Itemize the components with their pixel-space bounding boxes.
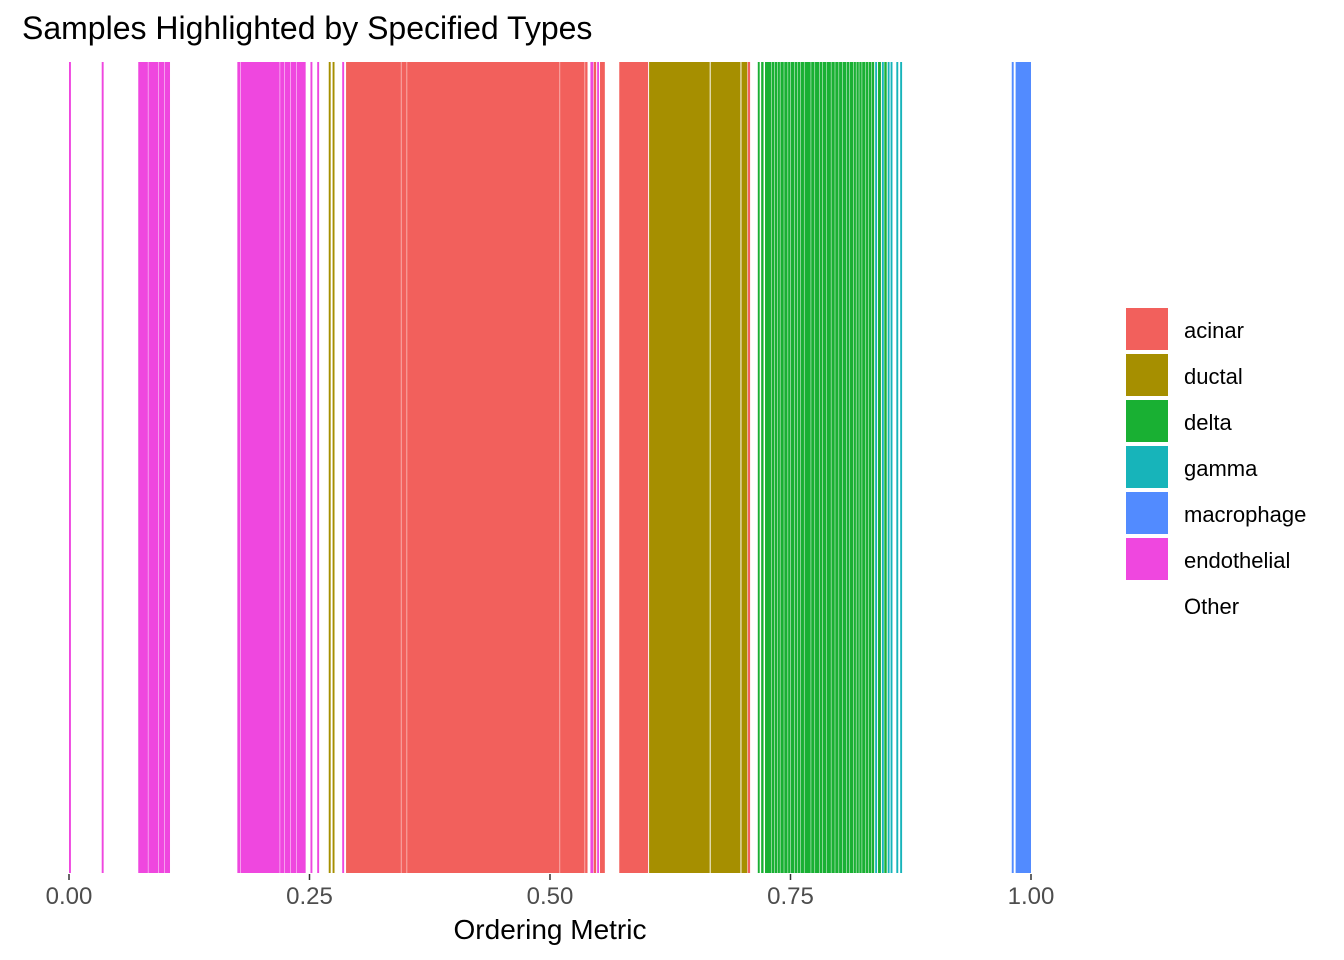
legend-key-delta [1126, 400, 1168, 442]
bar-gamma-70 [900, 62, 903, 873]
legend: acinar ductal delta gamma macrophage endothel… [1126, 308, 1306, 626]
bar-delta-39 [788, 62, 791, 873]
bar-delta-40 [790, 62, 795, 873]
bar-endothelial-11 [296, 62, 306, 873]
bar-endothelial-7 [240, 62, 280, 873]
bar-macrophage-71 [1011, 62, 1014, 873]
bar-acinar-23 [593, 62, 597, 873]
bar-delta-57 [856, 62, 859, 873]
bar-delta-32 [761, 62, 764, 873]
bar-delta-56 [853, 62, 856, 873]
bar-gamma-68 [890, 62, 893, 873]
bar-ductal-14 [328, 62, 331, 873]
bar-delta-64 [878, 62, 881, 873]
bar-gamma-67 [887, 62, 890, 873]
legend-label-acinar: acinar [1184, 318, 1244, 343]
legend-label-ductal: ductal [1184, 364, 1243, 389]
x-tick-label: 1.00 [1008, 883, 1055, 910]
legend-key-macrophage [1126, 492, 1168, 534]
legend-label-gamma: gamma [1184, 456, 1258, 481]
bar-ductal-27 [649, 62, 710, 873]
bar-delta-54 [846, 62, 850, 873]
bar-delta-44 [804, 62, 811, 873]
bar-gamma-63 [875, 62, 878, 873]
legend-label-other: Other [1184, 594, 1239, 619]
bar-endothelial-8 [280, 62, 285, 873]
bar-delta-49 [826, 62, 831, 873]
bar-delta-38 [784, 62, 788, 873]
legend-label-endothelial: endothelial [1184, 548, 1290, 573]
bar-endothelial-10 [290, 62, 297, 873]
bar-delta-42 [797, 62, 801, 873]
chart-title: Samples Highlighted by Specified Types [22, 10, 592, 46]
bar-delta-47 [819, 62, 823, 873]
bar-delta-34 [771, 62, 775, 873]
legend-key-ductal [1126, 354, 1168, 396]
bar-delta-58 [859, 62, 862, 873]
bar-delta-50 [831, 62, 835, 873]
bar-endothelial-5 [164, 62, 171, 873]
x-tick-label: 0.75 [767, 883, 814, 910]
bar-delta-55 [849, 62, 854, 873]
bar-ductal-28 [710, 62, 741, 873]
bar-ductal-29 [741, 62, 748, 873]
bar-endothelial-13 [317, 62, 320, 873]
bar-acinar-26 [619, 62, 649, 873]
bar-gamma-65 [881, 62, 884, 873]
bar-delta-41 [794, 62, 798, 873]
bar-delta-33 [765, 62, 772, 873]
bar-delta-59 [862, 62, 866, 873]
bar-endothelial-6 [237, 62, 241, 873]
bar-delta-61 [868, 62, 872, 873]
bar-layer [69, 62, 1031, 873]
x-axis-title: Ordering Metric [454, 914, 647, 945]
bar-acinar-25 [600, 62, 605, 873]
legend-key-other [1126, 584, 1168, 626]
bar-ductal-15 [332, 62, 335, 873]
bar-macrophage-72 [1015, 62, 1031, 873]
bar-endothelial-4 [158, 62, 165, 873]
bar-delta-53 [842, 62, 847, 873]
legend-label-macrophage: macrophage [1184, 502, 1306, 527]
legend-key-acinar [1126, 308, 1168, 350]
bar-endothelial-24 [597, 62, 600, 873]
bar-delta-46 [815, 62, 820, 873]
bar-acinar-17 [346, 62, 401, 873]
bar-endothelial-16 [342, 62, 345, 873]
legend-key-endothelial [1126, 538, 1168, 580]
bar-endothelial-2 [138, 62, 148, 873]
x-axis: 0.00 0.25 0.50 0.75 1.00 Ordering Metric [46, 874, 1055, 945]
x-tick-label: 0.50 [527, 883, 574, 910]
bar-delta-37 [780, 62, 784, 873]
bar-endothelial-12 [310, 62, 313, 873]
bar-endothelial-3 [148, 62, 159, 873]
bar-delta-35 [774, 62, 778, 873]
x-tick-label: 0.25 [286, 883, 333, 910]
legend-key-gamma [1126, 446, 1168, 488]
bar-acinar-19 [407, 62, 560, 873]
legend-label-delta: delta [1184, 410, 1232, 435]
x-tick-label: 0.00 [46, 883, 93, 910]
bar-delta-31 [757, 62, 760, 873]
bar-delta-62 [871, 62, 875, 873]
bar-delta-43 [800, 62, 804, 873]
bar-gamma-69 [896, 62, 899, 873]
bar-endothelial-0 [69, 62, 71, 873]
bar-delta-45 [811, 62, 815, 873]
bar-acinar-21 [585, 62, 588, 873]
bar-delta-36 [777, 62, 780, 873]
bar-delta-52 [839, 62, 843, 873]
bar-acinar-20 [560, 62, 585, 873]
bar-acinar-30 [747, 62, 751, 873]
bar-endothelial-22 [590, 62, 594, 873]
bar-delta-51 [835, 62, 839, 873]
bar-endothelial-9 [284, 62, 291, 873]
bar-delta-60 [866, 62, 869, 873]
bar-endothelial-1 [101, 62, 104, 873]
bar-delta-66 [884, 62, 887, 873]
x-ticks: 0.00 0.25 0.50 0.75 1.00 [46, 874, 1055, 910]
bar-delta-48 [822, 62, 827, 873]
bar-acinar-18 [401, 62, 407, 873]
